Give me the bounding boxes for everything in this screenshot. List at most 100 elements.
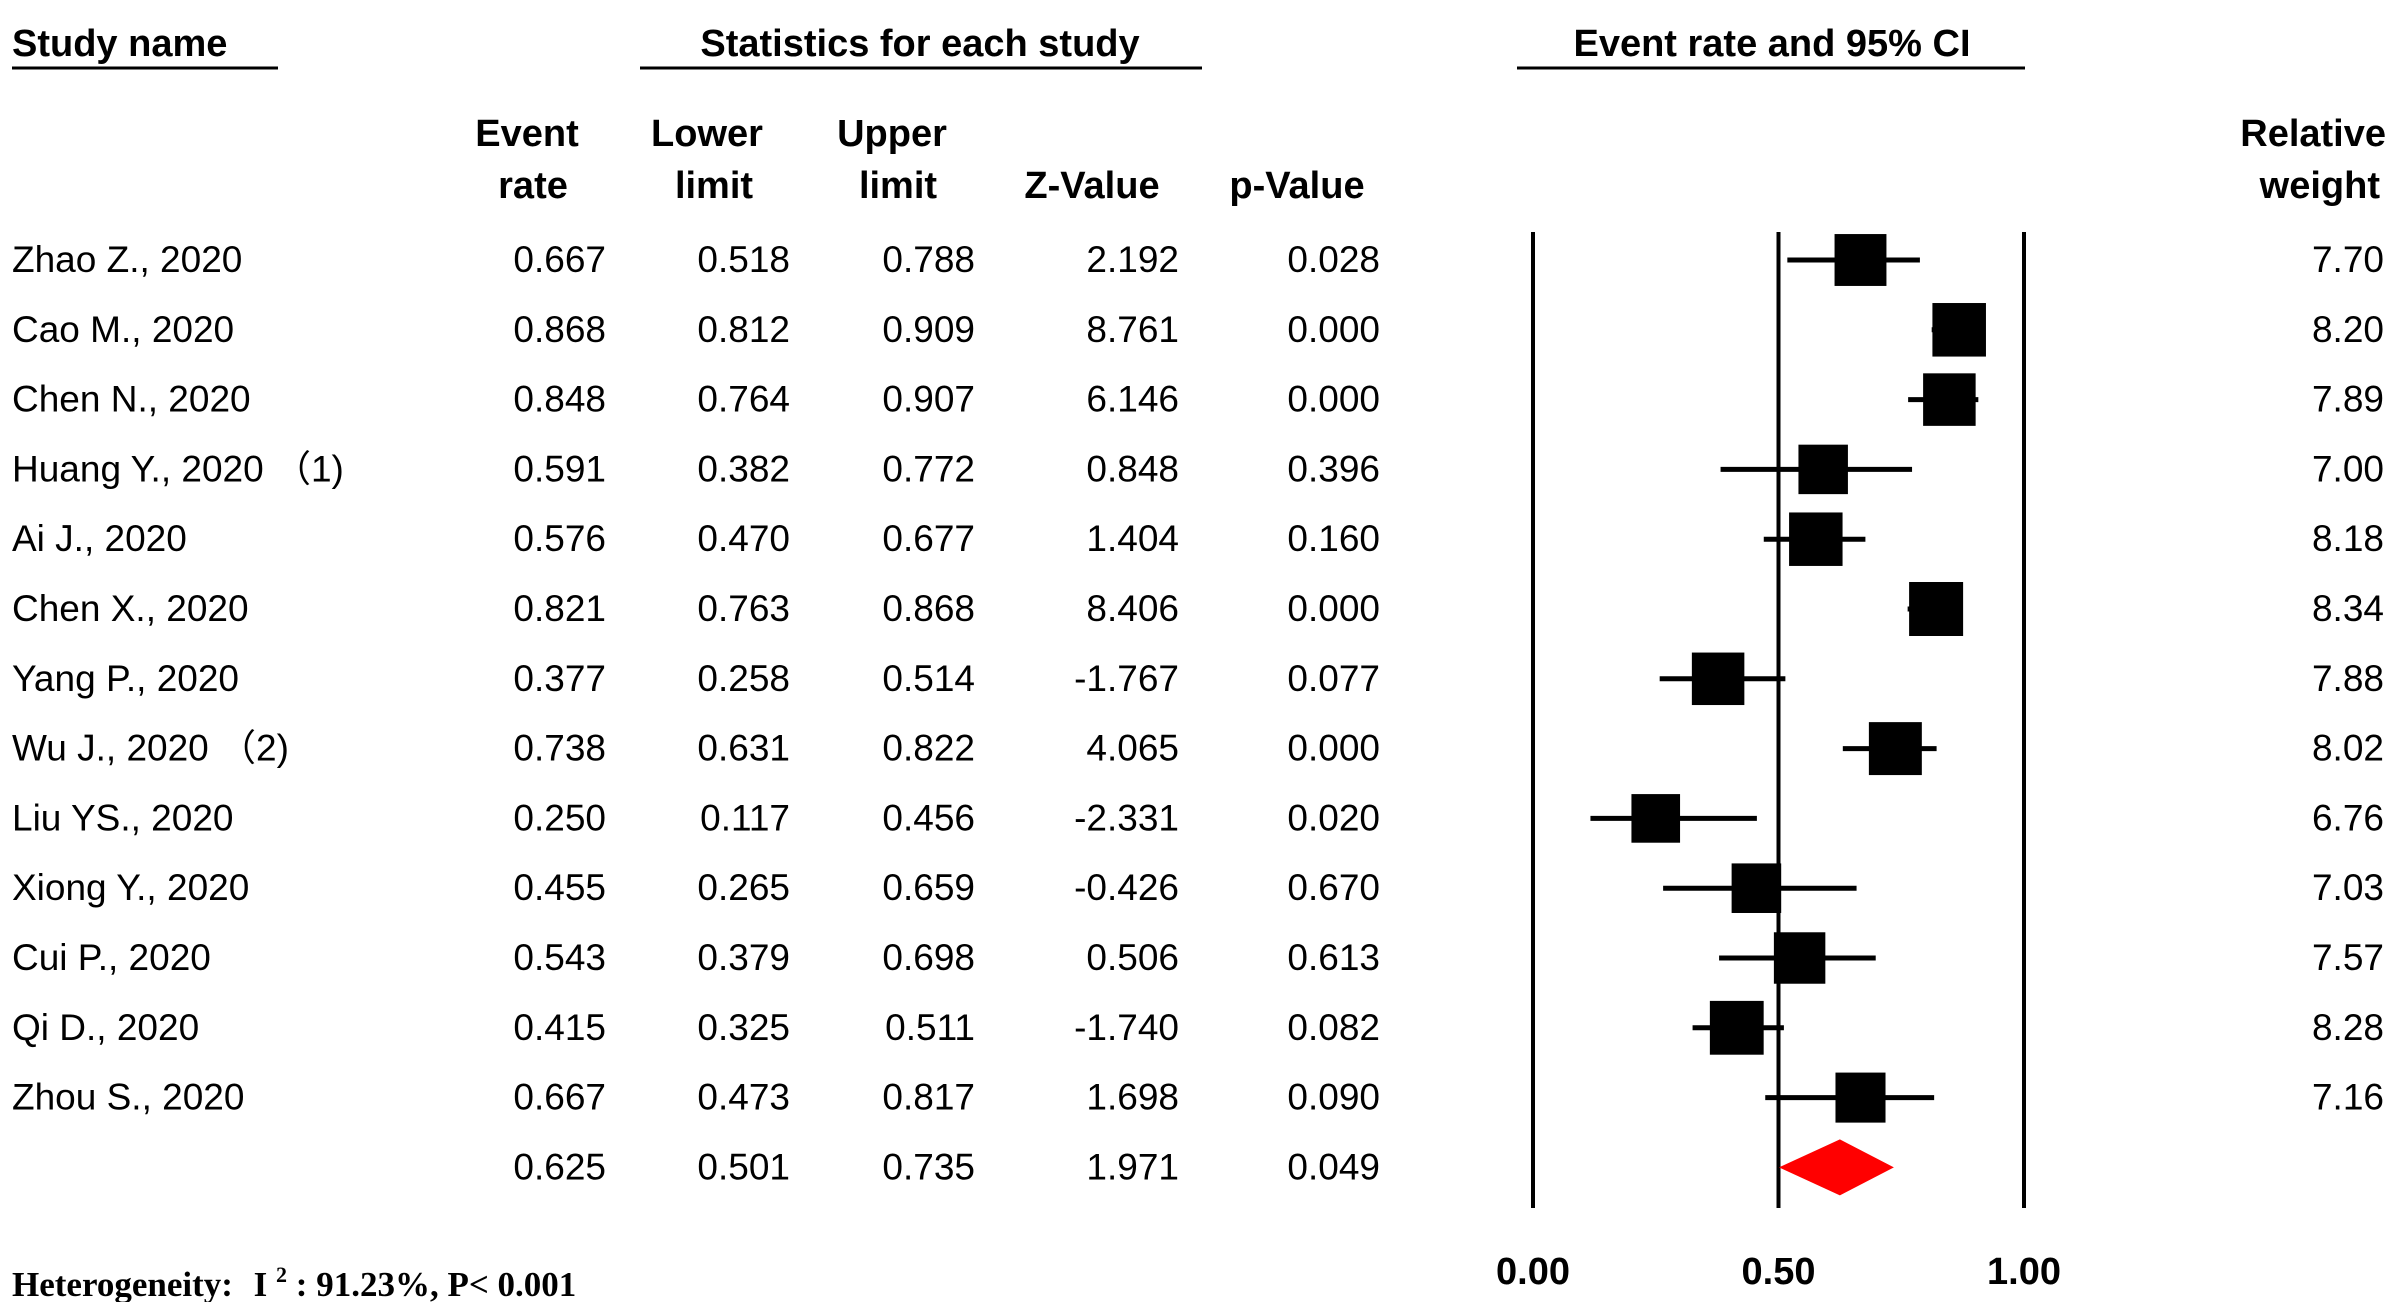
cell-event-rate: 0.415 [513, 1007, 606, 1048]
summary-lower-limit: 0.501 [697, 1146, 790, 1187]
cell-upper-limit: 0.817 [882, 1077, 975, 1118]
cell-upper-limit: 0.456 [882, 797, 975, 838]
cell-lower-limit: 0.631 [697, 728, 790, 769]
cell-p-value: 0.670 [1287, 867, 1380, 908]
col-header-weight-line1: Relative [2240, 113, 2386, 155]
x-tick-label: 1.00 [1987, 1251, 2061, 1293]
cell-upper-limit: 0.514 [882, 658, 975, 699]
cell-p-value: 0.613 [1287, 937, 1380, 978]
cell-event-rate: 0.738 [513, 728, 606, 769]
summary-event-rate: 0.625 [513, 1146, 606, 1187]
heterogeneity-note: Heterogeneity: I 2 : 91.23%, P< 0.001 [12, 1251, 576, 1302]
cell-relative-weight: 7.16 [2312, 1077, 2384, 1118]
cell-relative-weight: 8.20 [2312, 309, 2384, 350]
cell-upper-limit: 0.909 [882, 309, 975, 350]
cell-relative-weight: 7.57 [2312, 937, 2384, 978]
col-header-event-rate-line1: Event [475, 113, 579, 155]
col-header-lower-limit-line2: limit [675, 165, 753, 207]
summary-diamond [1778, 1139, 1894, 1196]
cell-z-value: 0.848 [1086, 448, 1179, 489]
cell-z-value: -0.426 [1074, 867, 1179, 908]
study-name: Ai J., 2020 [12, 518, 187, 559]
cell-p-value: 0.160 [1287, 518, 1380, 559]
cell-z-value: -1.767 [1074, 658, 1179, 699]
cell-p-value: 0.000 [1287, 728, 1380, 769]
cell-z-value: 8.406 [1086, 588, 1179, 629]
cell-upper-limit: 0.677 [882, 518, 975, 559]
point-estimate-square [1868, 722, 1922, 776]
point-estimate-square [1834, 234, 1887, 286]
study-name: Cui P., 2020 [12, 937, 211, 978]
cell-lower-limit: 0.812 [697, 309, 790, 350]
cell-upper-limit: 0.772 [882, 448, 975, 489]
cell-upper-limit: 0.788 [882, 239, 975, 280]
col-header-weight-line2: weight [2259, 165, 2381, 207]
point-estimate-square [1731, 863, 1782, 913]
cell-upper-limit: 0.822 [882, 728, 975, 769]
plot-area: 0.00 0.50 1.00 [1496, 232, 2061, 1293]
cell-event-rate: 0.868 [513, 309, 606, 350]
summary-z-value: 1.971 [1086, 1146, 1179, 1187]
point-estimate-square [1691, 652, 1745, 706]
col-header-lower-limit-line1: Lower [651, 113, 763, 155]
cell-lower-limit: 0.473 [697, 1077, 790, 1118]
point-estimate-square [1909, 582, 1964, 636]
cell-z-value: 4.065 [1086, 728, 1179, 769]
cell-lower-limit: 0.764 [697, 379, 790, 420]
cell-lower-limit: 0.258 [697, 658, 790, 699]
cell-lower-limit: 0.470 [697, 518, 790, 559]
cell-lower-limit: 0.117 [700, 797, 790, 838]
cell-z-value: 6.146 [1086, 379, 1179, 420]
cell-event-rate: 0.576 [513, 518, 606, 559]
cell-p-value: 0.082 [1287, 1007, 1380, 1048]
cell-upper-limit: 0.698 [882, 937, 975, 978]
col-header-z-value: Z-Value [1024, 165, 1159, 207]
point-estimate-square [1789, 512, 1843, 566]
study-name: Huang Y., 2020 （1) [12, 448, 344, 489]
cell-event-rate: 0.848 [513, 379, 606, 420]
cell-relative-weight: 8.34 [2312, 588, 2384, 629]
cell-event-rate: 0.821 [513, 588, 606, 629]
cell-relative-weight: 8.28 [2312, 1007, 2384, 1048]
summary-p-value: 0.049 [1287, 1146, 1380, 1187]
cell-p-value: 0.000 [1287, 379, 1380, 420]
cell-upper-limit: 0.511 [885, 1007, 975, 1048]
study-name: Chen N., 2020 [12, 379, 251, 420]
cell-event-rate: 0.667 [513, 1077, 606, 1118]
cell-z-value: 1.698 [1086, 1077, 1179, 1118]
heterogeneity-i2-superscript: 2 [276, 1262, 287, 1287]
cell-lower-limit: 0.382 [697, 448, 790, 489]
point-estimate-square [1709, 1000, 1764, 1055]
cell-lower-limit: 0.379 [697, 937, 790, 978]
cell-z-value: 2.192 [1086, 239, 1179, 280]
heterogeneity-label: Heterogeneity: [12, 1265, 233, 1302]
study-name: Wu J., 2020 （2) [12, 728, 289, 769]
cell-z-value: 8.761 [1086, 309, 1179, 350]
header-study-name: Study name [12, 23, 227, 65]
header-plot: Event rate and 95% CI [1573, 23, 1970, 65]
summary-upper-limit: 0.735 [882, 1146, 975, 1187]
cell-lower-limit: 0.763 [697, 588, 790, 629]
cell-lower-limit: 0.518 [697, 239, 790, 280]
cell-relative-weight: 8.18 [2312, 518, 2384, 559]
cell-relative-weight: 7.88 [2312, 658, 2384, 699]
cell-relative-weight: 7.03 [2312, 867, 2384, 908]
study-rows: Zhao Z., 2020 0.667 0.518 0.788 2.192 0.028 7.… [12, 239, 2384, 1187]
cell-event-rate: 0.250 [513, 797, 606, 838]
cell-upper-limit: 0.907 [882, 379, 975, 420]
col-header-upper-limit-line1: Upper [837, 113, 947, 155]
x-tick-label: 0.50 [1742, 1251, 1816, 1293]
cell-event-rate: 0.543 [513, 937, 606, 978]
cell-z-value: 0.506 [1086, 937, 1179, 978]
point-estimate-square [1773, 932, 1826, 984]
cell-z-value: -1.740 [1074, 1007, 1179, 1048]
cell-event-rate: 0.667 [513, 239, 606, 280]
cell-p-value: 0.020 [1287, 797, 1380, 838]
cell-p-value: 0.090 [1287, 1077, 1380, 1118]
cell-event-rate: 0.377 [513, 658, 606, 699]
heterogeneity-text: : 91.23%, P< 0.001 [296, 1265, 576, 1302]
study-name: Qi D., 2020 [12, 1007, 199, 1048]
cell-z-value: -2.331 [1074, 797, 1179, 838]
cell-z-value: 1.404 [1086, 518, 1179, 559]
